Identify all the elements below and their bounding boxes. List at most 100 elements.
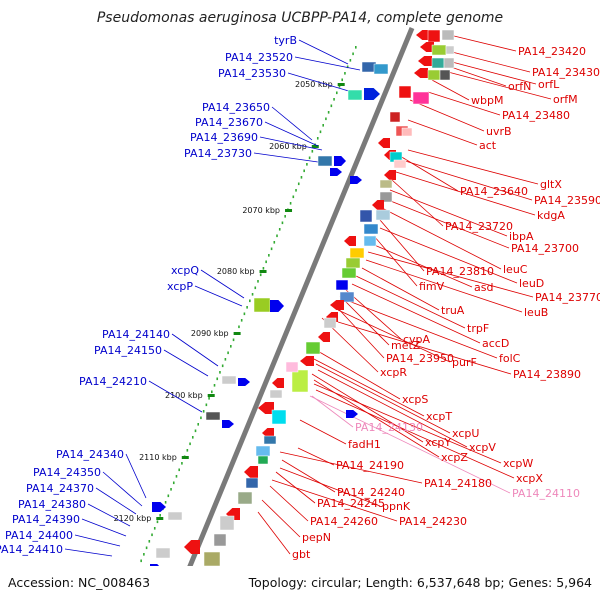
gene-label-act: act <box>479 139 497 152</box>
ruler-dot <box>333 98 335 101</box>
leader-line-left <box>95 487 137 515</box>
ruler-dot <box>319 130 322 134</box>
footer-bg <box>0 566 600 600</box>
gene-block <box>237 491 253 505</box>
leader-line-left <box>102 471 143 507</box>
gene-label-pa14-24260: PA14_24260 <box>310 515 378 528</box>
ruler-dot <box>145 546 148 550</box>
gene-arrow <box>238 378 250 386</box>
ruler-dot <box>292 195 295 199</box>
ruler-dot <box>205 403 208 407</box>
gene-label-ppnk: ppnK <box>382 500 411 513</box>
leader-line-right <box>257 511 291 555</box>
ruler-dot <box>254 286 257 290</box>
gene-label-pa14-24380: PA14_24380 <box>18 498 86 511</box>
gene-arrow <box>420 42 434 52</box>
leader-line-right <box>371 243 473 288</box>
leader-line-right <box>373 235 418 287</box>
ruler-dot <box>257 280 259 283</box>
leader-line-right <box>299 419 347 445</box>
leader-line-left <box>81 518 127 537</box>
leader-line-right <box>401 159 533 201</box>
ruler-dot <box>240 319 243 322</box>
gene-label-xcpx: xcpX <box>516 472 543 485</box>
gene-block <box>431 57 445 69</box>
ruler-dot <box>172 481 175 485</box>
gene-label-fadh1: fadH1 <box>348 438 381 451</box>
ruler-dot <box>208 397 210 400</box>
leader-line-right <box>339 295 390 346</box>
map-title: Pseudomonas aeruginosa UCBPP-PA14, compl… <box>97 10 503 26</box>
leader-line-left <box>194 285 243 307</box>
ruler-dot <box>355 46 357 49</box>
gene-block <box>373 63 389 75</box>
genome-backbone <box>173 27 415 600</box>
leader-line-right <box>313 383 502 464</box>
leader-line-right <box>345 299 498 359</box>
ruler-dot <box>178 468 180 472</box>
gene-label-trua: truA <box>441 304 465 317</box>
leader-line-left <box>171 333 219 367</box>
ruler-dot <box>251 293 254 296</box>
ruler-dot <box>308 156 311 160</box>
ruler-label: 2090 kbp <box>191 329 229 338</box>
gene-label-pa14-24410: PA14_24410 <box>0 543 63 556</box>
gene-label-orfl: orfL <box>538 78 560 91</box>
gene-block <box>389 111 401 123</box>
ruler-label: 2060 kbp <box>269 142 307 151</box>
ruler-track <box>140 46 357 563</box>
gene-label-trpf: trpF <box>467 322 489 335</box>
leader-line-right <box>453 35 517 52</box>
gene-label-pa14-24210: PA14_24210 <box>79 375 147 388</box>
leader-line-left <box>74 534 121 547</box>
gene-label-pa14-24340: PA14_24340 <box>56 448 124 461</box>
ruler-dot <box>143 553 145 556</box>
gene-arrow <box>384 170 396 180</box>
gene-label-metz: metZ <box>391 339 421 352</box>
gene-block <box>271 409 287 425</box>
gene-label-pa14-23690: PA14_23690 <box>190 131 258 144</box>
leader-line-right <box>379 227 518 284</box>
gene-block <box>393 159 407 169</box>
ruler-dot <box>200 416 202 420</box>
leader-line-right <box>361 267 440 311</box>
ruler-dot <box>300 176 303 179</box>
ruler-dot <box>189 442 191 446</box>
gene-block <box>375 209 391 221</box>
ruler-dot <box>246 306 248 309</box>
ruler-labels: 2050 kbp 2060 kbp 2070 kbp 2080 kbp 2090 kbp… <box>114 80 345 523</box>
gene-block <box>269 389 283 399</box>
gene-block <box>359 209 373 223</box>
gene-arrow <box>272 378 284 388</box>
ruler-dot <box>224 358 227 361</box>
leader-line-right <box>395 171 536 216</box>
ruler-dot <box>306 163 308 166</box>
gene-arrow <box>364 88 380 100</box>
ruler-dot <box>295 189 297 192</box>
gene-label-pa14-24230: PA14_24230 <box>399 515 467 528</box>
gene-label-pa14-24390: PA14_24390 <box>12 513 80 526</box>
leader-line-right <box>389 189 508 237</box>
gene-label-folc: folC <box>499 352 521 365</box>
gene-features <box>139 29 455 581</box>
gene-block <box>347 89 363 101</box>
gene-label-pa14-24140: PA14_24140 <box>102 328 170 341</box>
gene-arrow <box>222 420 234 428</box>
gene-label-pa14-23720: PA14_23720 <box>445 220 513 233</box>
ruler-dot <box>270 247 273 251</box>
gene-block <box>445 45 455 55</box>
gene-arrow <box>346 410 358 418</box>
gene-block <box>401 127 413 137</box>
gene-block <box>263 435 277 445</box>
ruler-dot <box>227 351 229 355</box>
gene-arrow <box>344 236 356 246</box>
accession-text: Accession: NC_008463 <box>8 575 150 590</box>
gene-label-tyrb: tyrB <box>274 34 297 47</box>
gene-block <box>305 341 321 355</box>
leader-line-right <box>309 395 511 494</box>
gene-label-xcpt: xcpT <box>426 410 452 423</box>
ruler-dot <box>238 325 240 329</box>
ruler-tick <box>181 456 189 459</box>
gene-block <box>345 257 361 269</box>
